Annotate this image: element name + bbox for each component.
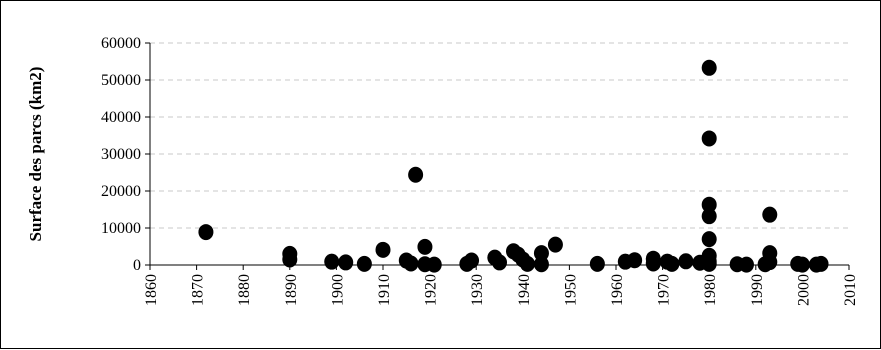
x-tick-label: 1940 <box>516 274 533 306</box>
data-points <box>198 59 829 273</box>
y-tick-label: 50000 <box>101 72 141 89</box>
y-tick-labels: 0 10000 20000 30000 40000 50000 60000 <box>101 35 141 274</box>
data-point <box>738 256 754 273</box>
data-point <box>492 254 507 271</box>
x-tick-label: 1880 <box>236 274 253 306</box>
axes <box>145 42 850 270</box>
x-tick-label: 1900 <box>329 274 346 306</box>
data-point <box>589 255 605 272</box>
data-point <box>762 254 778 271</box>
x-tick-label: 1930 <box>469 274 486 306</box>
x-tick-label: 1950 <box>562 274 579 306</box>
x-tick-label: 1870 <box>190 274 207 306</box>
data-point <box>547 236 563 253</box>
data-point <box>324 253 340 270</box>
data-point <box>813 255 829 272</box>
data-point <box>417 238 433 255</box>
gridlines <box>150 42 849 229</box>
x-tick-label: 1890 <box>283 274 300 306</box>
data-point <box>426 256 442 273</box>
data-point <box>701 196 717 213</box>
y-tick-label: 30000 <box>101 146 141 163</box>
data-point <box>533 256 549 273</box>
y-tick-label: 0 <box>133 257 141 274</box>
data-point <box>464 252 480 269</box>
y-tick-label: 20000 <box>101 183 141 200</box>
data-point <box>282 251 298 268</box>
data-point <box>645 255 661 272</box>
x-tick-label: 1960 <box>609 274 626 306</box>
data-point <box>794 256 810 273</box>
x-tick-label: 1970 <box>656 274 673 306</box>
data-point <box>403 255 419 272</box>
data-point <box>701 59 717 76</box>
data-point <box>664 255 680 272</box>
data-point <box>519 255 535 272</box>
data-point <box>701 255 717 272</box>
x-tick-label: 1860 <box>143 274 160 306</box>
data-point <box>678 253 694 270</box>
x-tick-label: 1920 <box>423 274 440 306</box>
x-tick-label: 2010 <box>842 274 859 306</box>
data-point <box>701 130 717 147</box>
data-point <box>408 166 424 183</box>
y-tick-label: 10000 <box>101 220 141 237</box>
data-point <box>627 252 643 269</box>
x-tick-labels: 1860 1870 1880 1890 1900 1910 1920 1930 1940 1950… <box>143 274 859 306</box>
data-point <box>533 245 549 262</box>
y-tick-label: 60000 <box>101 35 141 52</box>
data-point <box>198 224 214 241</box>
data-point <box>701 231 717 248</box>
x-tick-label: 1990 <box>749 274 766 306</box>
data-point <box>762 206 778 223</box>
x-tick-label: 1910 <box>376 274 393 306</box>
data-point <box>338 254 354 271</box>
y-axis-title: Surface des parcs (km2) <box>26 67 45 242</box>
y-tick-label: 40000 <box>101 109 141 126</box>
data-point <box>356 255 372 272</box>
x-tick-label: 1980 <box>702 274 719 306</box>
data-point <box>375 241 391 258</box>
data-point <box>701 208 717 225</box>
x-tick-label: 2000 <box>795 274 812 306</box>
